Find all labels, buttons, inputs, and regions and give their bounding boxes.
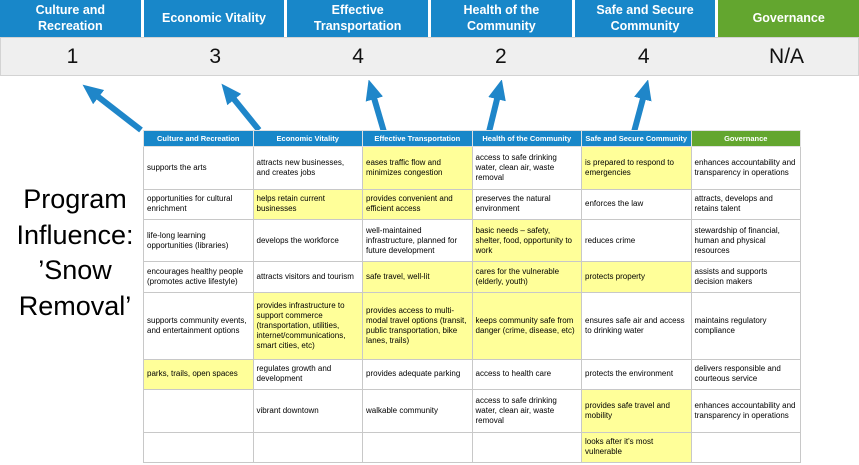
matrix-cell: provides safe travel and mobility xyxy=(581,389,692,433)
matrix-row-8: looks after it's most vulnerable xyxy=(143,431,801,464)
matrix-row-2: opportunities for cultural enrichment hel… xyxy=(143,188,801,220)
matrix-cell: ensures safe air and access to drinking … xyxy=(581,291,692,360)
score-governance: N/A xyxy=(769,44,805,68)
matrix-cell: attracts new businesses, and creates job… xyxy=(252,146,363,190)
matrix-cell: walkable community xyxy=(362,389,473,433)
influence-arrow xyxy=(221,83,262,132)
score-band: 1 3 4 2 4 N/A xyxy=(0,37,859,76)
matrix-cell: provides access to multi-modal travel op… xyxy=(362,291,473,360)
matrix-cell: provides infrastructure to support comme… xyxy=(252,291,363,360)
program-influence-line: ’Snow xyxy=(38,255,112,286)
matrix-cell: stewardship of financial, human and phys… xyxy=(690,218,801,263)
matrix-cell: access to safe drinking water, clean air… xyxy=(471,389,582,433)
matrix-cell: assists and supports decision makers xyxy=(690,261,801,293)
score-health-of-the-community: 2 xyxy=(495,44,507,68)
pillar-header-safe-and-secure-community: Safe and Secure Community xyxy=(574,0,716,37)
pillar-header-health-of-the-community: Health of the Community xyxy=(431,0,572,37)
matrix-cell: preserves the natural environment xyxy=(471,188,582,220)
matrix-cell: attracts visitors and tourism xyxy=(252,261,363,293)
influence-arrow xyxy=(486,80,506,133)
matrix-cell: encourages healthy people (promotes acti… xyxy=(143,261,254,293)
matrix-cell-empty xyxy=(690,431,801,464)
pillar-header-effective-transportation: Effective Transportation xyxy=(287,0,429,37)
matrix-cell: helps retain current businesses xyxy=(252,188,363,220)
matrix-cell: parks, trails, open spaces xyxy=(143,358,254,391)
matrix-cell: opportunities for cultural enrichment xyxy=(143,188,254,220)
matrix-header-economic-vitality: Economic Vitality xyxy=(252,130,363,147)
matrix-cell: looks after it's most vulnerable xyxy=(581,431,692,464)
matrix-cell: protects property xyxy=(581,261,692,293)
matrix-cell: basic needs – safety, shelter, food, opp… xyxy=(471,218,582,263)
matrix-cell: develops the workforce xyxy=(252,218,363,263)
score-effective-transportation: 4 xyxy=(352,44,364,68)
matrix-row-5: supports community events, and entertain… xyxy=(143,291,801,360)
matrix-cell: provides adequate parking xyxy=(362,358,473,391)
pillar-summary-row: Culture and Recreation Economic Vitality E… xyxy=(0,0,859,37)
matrix-cell-empty xyxy=(362,431,473,464)
matrix-cell: regulates growth and development xyxy=(252,358,363,391)
matrix-header-culture-and-recreation: Culture and Recreation xyxy=(143,130,254,147)
matrix-cell: keeps community safe from danger (crime,… xyxy=(471,291,582,360)
matrix-cell: enforces the law xyxy=(581,188,692,220)
pillar-header-governance: Governance xyxy=(718,0,859,37)
matrix-cell: safe travel, well-lit xyxy=(362,261,473,293)
matrix-cell: cares for the vulnerable (elderly, youth… xyxy=(471,261,582,293)
matrix-cell: access to health care xyxy=(471,358,582,391)
pillar-matrix-table: Culture and Recreation Economic Vitality E… xyxy=(143,130,801,464)
matrix-cell: delivers responsible and courteous servi… xyxy=(690,358,801,391)
matrix-cell: access to safe drinking water, clean air… xyxy=(471,146,582,190)
matrix-cell: maintains regulatory compliance xyxy=(690,291,801,360)
program-influence-label: Program Influence: ’Snow Removal’ xyxy=(0,182,150,325)
matrix-row-6: parks, trails, open spaces regulates grow… xyxy=(143,358,801,391)
influence-arrow xyxy=(365,80,387,133)
matrix-body: supports the arts attracts new businesses… xyxy=(143,146,801,464)
influence-arrow xyxy=(82,84,143,133)
matrix-cell: reduces crime xyxy=(581,218,692,263)
matrix-cell: life-long learning opportunities (librar… xyxy=(143,218,254,263)
influence-arrow xyxy=(631,80,652,133)
matrix-cell-empty xyxy=(143,431,254,464)
matrix-header-safe-and-secure-community: Safe and Secure Community xyxy=(581,130,692,147)
matrix-cell: is prepared to respond to emergencies xyxy=(581,146,692,190)
matrix-cell-empty xyxy=(143,389,254,433)
matrix-row-1: supports the arts attracts new businesses… xyxy=(143,146,801,190)
matrix-header-governance: Governance xyxy=(690,130,801,147)
matrix-row-7: vibrant downtown walkable community access… xyxy=(143,389,801,433)
matrix-cell: enhances accountability and transparency… xyxy=(690,389,801,433)
matrix-header-effective-transportation: Effective Transportation xyxy=(362,130,473,147)
matrix-row-4: encourages healthy people (promotes acti… xyxy=(143,261,801,293)
matrix-cell: enhances accountability and transparency… xyxy=(690,146,801,190)
matrix-cell: well-maintained infrastructure, planned … xyxy=(362,218,473,263)
program-influence-line: Program xyxy=(23,184,127,214)
score-economic-vitality: 3 xyxy=(209,44,222,68)
program-influence-line: Influence: xyxy=(16,219,134,250)
score-culture-and-recreation: 1 xyxy=(66,44,79,68)
matrix-cell: provides convenient and efficient access xyxy=(362,188,473,220)
matrix-cell: eases traffic flow and minimizes congest… xyxy=(362,146,473,190)
matrix-cell: supports community events, and entertain… xyxy=(143,291,254,360)
score-safe-and-secure-community: 4 xyxy=(637,44,650,68)
matrix-row-3: life-long learning opportunities (librar… xyxy=(143,218,801,263)
pillar-header-economic-vitality: Economic Vitality xyxy=(143,0,285,37)
matrix-head: Culture and Recreation Economic Vitality E… xyxy=(143,130,801,147)
matrix-cell: supports the arts xyxy=(143,146,254,190)
matrix-cell: vibrant downtown xyxy=(252,389,363,433)
matrix-cell-empty xyxy=(471,431,582,464)
pillar-header-culture-and-recreation: Culture and Recreation xyxy=(0,0,141,37)
matrix-cell: protects the environment xyxy=(581,358,692,391)
matrix-header-health-of-the-community: Health of the Community xyxy=(471,130,582,147)
matrix-cell: attracts, develops and retains talent xyxy=(690,188,801,220)
matrix-header-row: Culture and Recreation Economic Vitality E… xyxy=(143,130,801,147)
matrix-cell-empty xyxy=(252,431,363,464)
program-influence-line: Removal’ xyxy=(18,290,132,321)
